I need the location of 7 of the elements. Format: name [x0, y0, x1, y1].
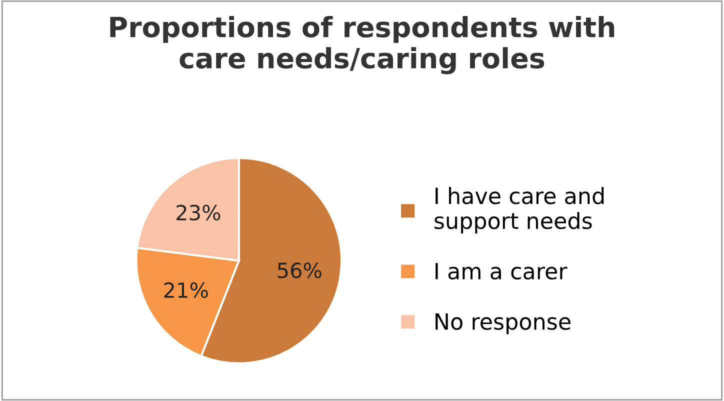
data-label: 23%: [176, 204, 220, 220]
legend-label: I am a carer: [436, 263, 568, 280]
legend-label: I have care and support needs: [434, 187, 604, 234]
chart-title: Proportions of respondents with care needs/caring roles: [110, 16, 614, 74]
data-label: 56%: [278, 262, 322, 278]
legend-label: No response: [436, 313, 570, 334]
data-label: 21%: [164, 282, 208, 298]
